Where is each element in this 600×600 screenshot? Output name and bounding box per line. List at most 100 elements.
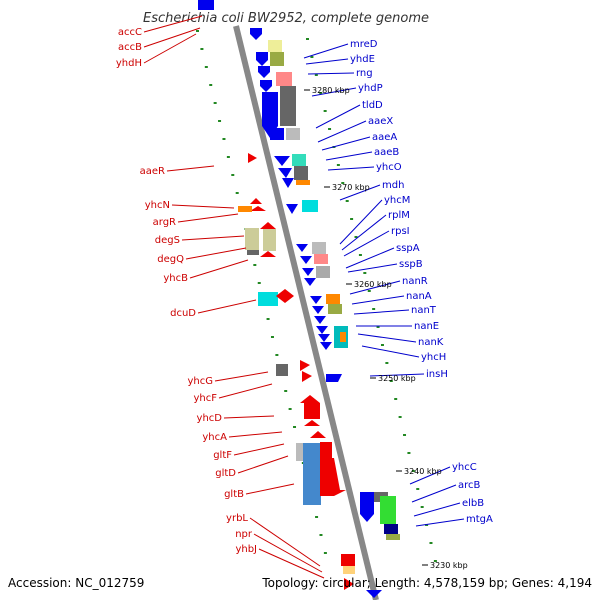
leader-line-insH <box>369 373 425 377</box>
tick-dot <box>293 426 297 428</box>
gene-label-gltB: gltB <box>224 489 244 500</box>
tick-dot <box>222 138 226 140</box>
gene-label-accB: accB <box>118 42 142 53</box>
tick-dot <box>372 308 376 310</box>
tick-dot <box>394 398 398 400</box>
gene-label-yhcO: yhcO <box>376 162 402 173</box>
gene-label-yhcF: yhcF <box>193 393 217 404</box>
leader-line-mtgA <box>415 518 465 527</box>
leader-line-nanR <box>349 280 401 295</box>
tick-dot <box>403 434 407 436</box>
leader-line-yhcH <box>361 345 420 358</box>
gene-label-accC: accC <box>118 27 142 38</box>
tick-dot <box>367 290 371 292</box>
tick-dot <box>363 272 367 274</box>
gene-label-rng: rng <box>356 68 373 79</box>
gene-label-yhcH: yhcH <box>421 352 446 363</box>
gene-label-tldD: tldD <box>362 100 383 111</box>
tick-dot <box>350 218 354 220</box>
gene-label-nanK: nanK <box>418 337 444 348</box>
leader-lines-left <box>143 15 325 579</box>
tick-dot <box>306 38 309 40</box>
gene-label-yhcG: yhcG <box>187 376 213 387</box>
gene-label-yrbL: yrbL <box>226 513 248 524</box>
leader-line-aaeB <box>325 151 373 161</box>
tick-dot <box>398 416 402 418</box>
tick-dot <box>380 344 384 346</box>
kbp-scale-marks: 3280 kbp 3270 kbp 3260 kbp 3250 kbp 3240 kbp… <box>304 86 468 570</box>
tick-dot <box>200 48 204 50</box>
leader-line-aaeA <box>321 136 371 151</box>
leader-line-rplM <box>341 214 387 251</box>
leader-line-tldD <box>315 104 361 129</box>
kbp-label: 3250 kbp <box>378 374 416 383</box>
kbp-label: 3260 kbp <box>354 280 392 289</box>
leader-line-degQ <box>185 247 247 260</box>
kbp-label: 3270 kbp <box>332 183 370 192</box>
tick-dot <box>429 542 433 544</box>
tick-dot <box>389 380 393 382</box>
leader-line-nanA <box>351 295 405 305</box>
gene-label-mdh: mdh <box>382 180 404 191</box>
leader-line-yhcC <box>409 466 451 485</box>
tick-dot <box>315 516 319 518</box>
leader-line-yhdH <box>143 33 197 64</box>
gene-label-yhcM: yhcM <box>384 195 410 206</box>
gene-label-argR: argR <box>153 217 176 228</box>
leader-line-gltD <box>237 455 289 474</box>
kbp-label: 3240 kbp <box>404 467 442 476</box>
leader-lines-right <box>303 43 465 527</box>
gene-label-insH: insH <box>426 369 448 380</box>
tick-dot <box>266 318 270 320</box>
gene-label-nanR: nanR <box>402 276 428 287</box>
leader-line-yhdP <box>311 87 357 97</box>
gene-label-dcuD: dcuD <box>170 308 196 319</box>
tick-dot <box>209 84 213 86</box>
tick-dot <box>385 362 389 364</box>
leader-line-nanK <box>357 333 417 343</box>
leader-line-nanT <box>353 309 410 315</box>
tick-dot <box>341 182 345 184</box>
tick-dot <box>288 408 292 410</box>
leader-line-rpsI <box>343 230 390 257</box>
leader-line-mdh <box>339 184 381 201</box>
leader-line-aaeX <box>317 120 367 143</box>
gene-labels-right: mreD yhdE rng yhdP tldD aaeX aaeA aaeB yhcO mdh yh… <box>350 39 493 525</box>
leader-line-aaeR <box>166 165 215 172</box>
leader-line-degS <box>181 235 245 241</box>
leader-line-accB <box>143 27 201 48</box>
gene-label-gltF: gltF <box>213 450 232 461</box>
leader-line-arcB <box>411 484 457 503</box>
gene-label-arcB: arcB <box>458 480 481 491</box>
tick-dot <box>376 326 380 328</box>
tick-dot <box>407 452 411 454</box>
gene-label-nanE: nanE <box>414 321 439 332</box>
genome-stats-text: Topology: circular; Length: 4,578,159 bp… <box>261 576 592 590</box>
tick-dot <box>204 66 208 68</box>
gene-label-degS: degS <box>155 235 180 246</box>
gene-label-yhcN: yhcN <box>145 200 170 211</box>
leader-line-dcuD <box>197 299 257 314</box>
leader-line-yhcM <box>339 199 383 245</box>
tick-dot <box>314 74 318 76</box>
forward-strand-genes <box>238 153 355 590</box>
gene-label-mtgA: mtgA <box>466 514 493 525</box>
reverse-strand-genes <box>198 0 400 598</box>
leader-line-yhbJ <box>258 548 325 579</box>
tick-dot <box>416 488 420 490</box>
kbp-label: 3230 kbp <box>430 561 468 570</box>
gene-label-rplM: rplM <box>388 210 410 221</box>
tick-dot <box>231 174 235 176</box>
tick-dot <box>336 164 340 166</box>
tick-dot <box>275 354 279 356</box>
gene-labels-left: accC accB yhdH aaeR yhcN argR degS degQ yhcB dcuD… <box>116 27 257 555</box>
gene-label-yhdE: yhdE <box>350 54 375 65</box>
gene-label-nanA: nanA <box>406 291 432 302</box>
leader-line-argR <box>177 213 239 223</box>
gene-label-elbB: elbB <box>462 498 484 509</box>
gene-label-yhdP: yhdP <box>358 83 383 94</box>
gene-label-yhbJ: yhbJ <box>235 544 257 555</box>
tick-dot <box>319 92 323 94</box>
tick-dot <box>345 200 349 202</box>
